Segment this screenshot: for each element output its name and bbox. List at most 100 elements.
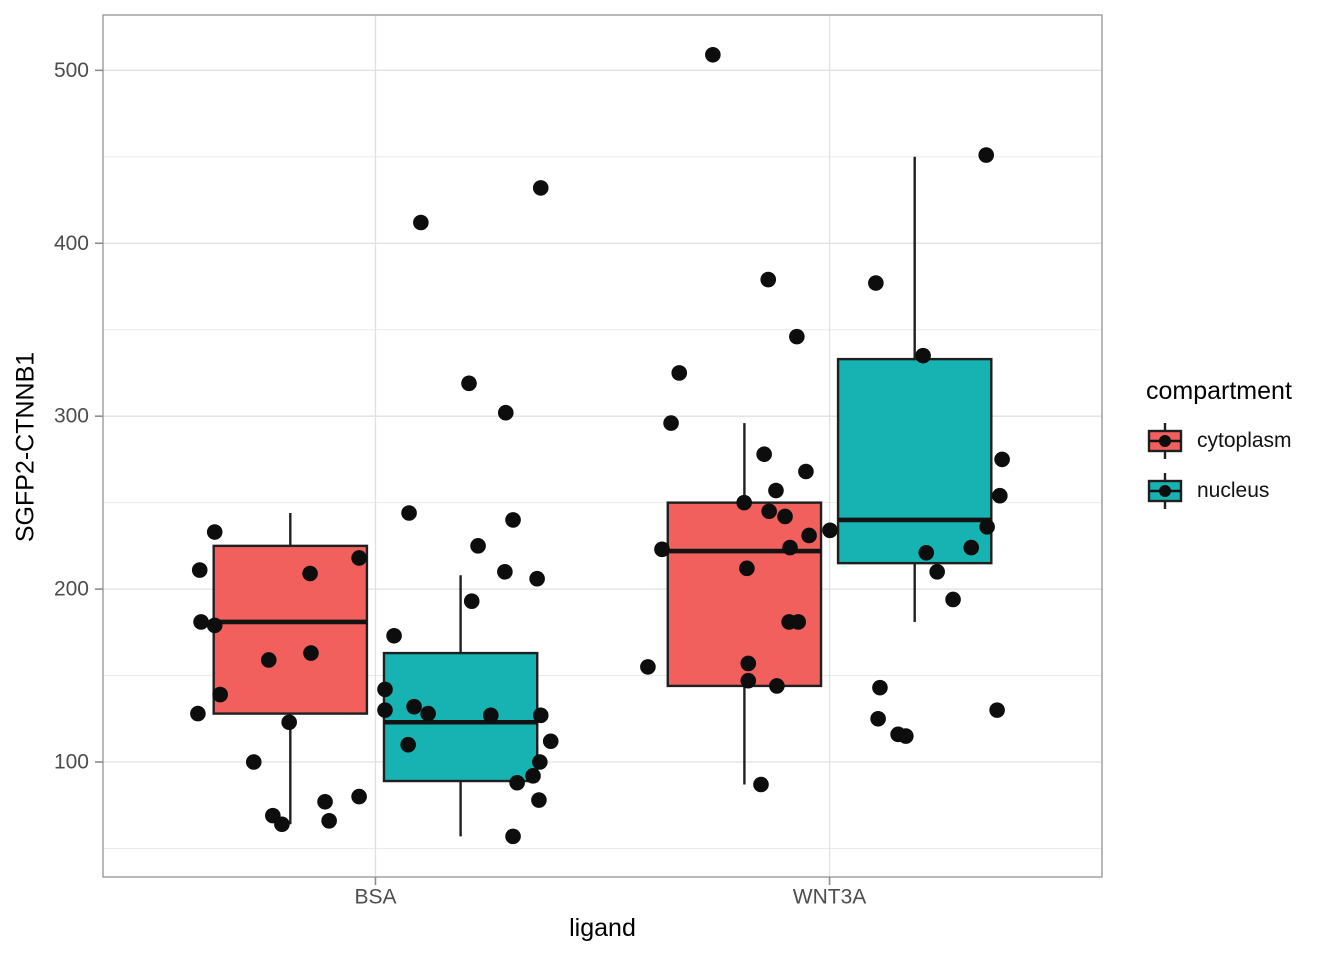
data-point xyxy=(798,463,814,480)
data-point xyxy=(400,736,416,753)
data-point xyxy=(929,563,945,580)
data-point xyxy=(789,328,805,345)
data-point xyxy=(872,679,888,696)
data-point xyxy=(640,659,656,675)
data-point xyxy=(705,46,721,63)
data-point xyxy=(303,645,319,661)
data-point xyxy=(401,505,417,521)
data-point xyxy=(663,415,679,431)
data-point xyxy=(790,614,807,630)
data-point xyxy=(497,404,514,421)
data-point xyxy=(377,681,393,698)
data-point xyxy=(978,147,995,163)
data-point xyxy=(963,539,980,556)
data-point xyxy=(532,754,548,770)
box-wnt3a-nucleus xyxy=(836,156,993,622)
y-tick-label: 400 xyxy=(54,232,89,255)
box-iqr xyxy=(382,651,539,783)
data-point xyxy=(351,550,367,566)
data-point xyxy=(782,539,798,556)
box-iqr xyxy=(212,544,369,715)
data-point xyxy=(206,524,223,540)
legend-label-nucleus: nucleus xyxy=(1197,479,1270,502)
box-bsa-cytoplasm xyxy=(212,513,369,825)
data-point xyxy=(870,710,886,727)
data-point xyxy=(281,714,297,731)
data-point xyxy=(461,375,477,392)
data-point xyxy=(918,544,935,561)
y-tick-label: 500 xyxy=(54,59,89,82)
data-point xyxy=(317,793,333,810)
y-tick-label: 200 xyxy=(54,578,89,601)
data-point xyxy=(769,678,785,694)
data-point xyxy=(482,707,499,724)
x-axis-title: ligand xyxy=(569,914,636,942)
data-point xyxy=(761,503,777,520)
data-point xyxy=(212,686,228,703)
box-iqr xyxy=(836,357,993,565)
data-point xyxy=(532,707,549,724)
legend-title: compartment xyxy=(1146,377,1292,405)
legend-label-cytoplasm: cytoplasm xyxy=(1197,429,1292,452)
data-point xyxy=(531,792,547,808)
data-point xyxy=(994,451,1010,468)
y-axis-title: SGFP2-CTNNB1 xyxy=(11,351,40,543)
data-point xyxy=(190,705,206,722)
data-point xyxy=(740,655,757,672)
data-point xyxy=(532,180,549,196)
data-point xyxy=(654,541,670,558)
data-point xyxy=(671,365,688,381)
data-point xyxy=(260,652,277,668)
data-point xyxy=(868,275,884,291)
data-point xyxy=(406,698,422,715)
box-iqr xyxy=(666,501,823,688)
x-tick-label: WNT3A xyxy=(793,885,867,908)
data-point xyxy=(274,816,290,833)
legend-entry-nucleus: nucleus xyxy=(1146,470,1292,512)
data-point xyxy=(505,512,521,528)
y-tick-label: 300 xyxy=(54,405,89,428)
data-point xyxy=(822,522,838,539)
box-bsa-nucleus xyxy=(382,575,539,837)
data-point xyxy=(191,562,208,578)
data-point xyxy=(915,347,931,364)
jitter-points xyxy=(190,46,1010,845)
y-tick-label: 100 xyxy=(54,751,89,774)
data-point xyxy=(979,519,995,535)
data-point xyxy=(945,591,961,608)
data-point xyxy=(992,487,1008,504)
data-point xyxy=(497,563,513,580)
data-point xyxy=(505,828,521,845)
data-point xyxy=(542,733,559,750)
data-point xyxy=(509,774,525,791)
data-point xyxy=(760,271,777,288)
data-point xyxy=(525,768,541,784)
data-point xyxy=(386,627,402,644)
legend: compartment cytoplasm nucleus xyxy=(1146,377,1292,520)
legend-entry-cytoplasm: cytoplasm xyxy=(1146,420,1292,462)
data-point xyxy=(302,565,318,582)
data-point xyxy=(206,617,223,634)
box-wnt3a-cytoplasm xyxy=(666,423,823,785)
data-point xyxy=(768,482,784,499)
data-point xyxy=(193,614,209,630)
data-point xyxy=(245,754,262,770)
data-point xyxy=(801,527,817,544)
data-point xyxy=(756,446,772,463)
data-point xyxy=(739,560,755,577)
boxplot-key-icon xyxy=(1147,423,1183,459)
data-point xyxy=(413,214,429,231)
data-point xyxy=(321,813,337,829)
data-point xyxy=(470,538,486,554)
data-point xyxy=(377,702,393,718)
data-point xyxy=(740,672,757,689)
data-point xyxy=(463,593,480,609)
boxplot-key-icon xyxy=(1147,473,1183,509)
x-tick-label: BSA xyxy=(354,885,396,908)
gridlines xyxy=(103,15,1102,877)
data-point xyxy=(351,788,367,805)
panel-border xyxy=(102,14,1103,878)
data-point xyxy=(420,705,436,722)
